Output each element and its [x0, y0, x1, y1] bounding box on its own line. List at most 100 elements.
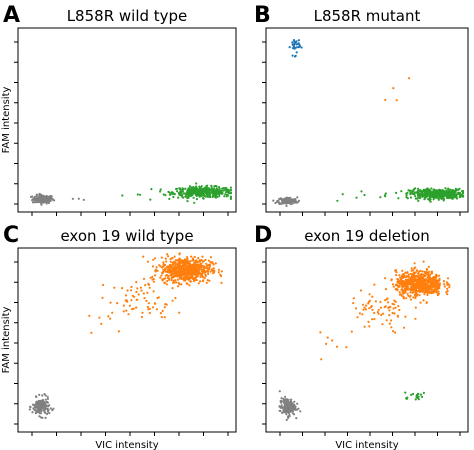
data-point — [280, 404, 283, 407]
data-point — [214, 195, 217, 199]
data-point — [412, 280, 415, 283]
data-point — [416, 286, 419, 289]
data-point — [172, 268, 175, 271]
data-point — [147, 283, 151, 286]
data-point — [184, 195, 187, 198]
data-point — [101, 296, 104, 299]
data-point — [393, 299, 396, 302]
data-point — [285, 418, 288, 422]
data-point — [176, 278, 179, 281]
data-point — [384, 299, 387, 302]
data-point — [187, 187, 190, 191]
data-point — [166, 253, 169, 256]
data-point — [199, 186, 202, 189]
data-point — [446, 195, 449, 198]
data-point — [180, 194, 183, 197]
data-point — [172, 272, 175, 276]
data-point — [429, 196, 432, 199]
data-point — [122, 304, 125, 307]
data-point — [374, 300, 377, 303]
data-point — [401, 280, 404, 283]
data-point — [319, 331, 322, 334]
data-point — [43, 197, 46, 200]
data-point — [362, 308, 365, 311]
data-point — [181, 272, 184, 275]
data-point — [49, 195, 53, 198]
data-point — [195, 182, 198, 185]
data-point — [427, 265, 430, 268]
data-point — [360, 190, 363, 193]
data-point — [458, 187, 461, 190]
data-point — [443, 283, 446, 286]
data-point — [37, 399, 41, 402]
data-point — [162, 270, 165, 273]
data-point — [42, 405, 45, 408]
data-point — [225, 190, 228, 193]
data-point — [135, 281, 138, 284]
data-point — [435, 290, 438, 293]
data-point — [38, 401, 42, 404]
data-point — [124, 294, 128, 297]
data-point — [425, 301, 428, 304]
data-point — [148, 307, 151, 310]
data-point — [404, 315, 407, 318]
data-point — [284, 398, 287, 402]
data-point — [447, 196, 451, 200]
data-point — [437, 274, 441, 277]
data-point — [428, 199, 431, 202]
data-point — [168, 193, 172, 196]
data-point — [38, 197, 42, 200]
data-point — [150, 188, 153, 191]
data-point — [429, 191, 432, 194]
data-point — [291, 47, 295, 50]
data-point — [82, 198, 85, 201]
data-point — [424, 271, 427, 275]
panel-letter: D — [254, 223, 272, 248]
data-point — [142, 277, 146, 280]
data-point — [406, 197, 409, 200]
data-point — [153, 257, 157, 260]
data-point — [189, 280, 192, 283]
data-point — [446, 283, 449, 286]
data-point — [148, 286, 151, 289]
y-axis-label: FAM intensity — [1, 307, 12, 374]
data-point — [435, 273, 438, 276]
data-point — [292, 405, 295, 408]
data-point — [170, 273, 173, 276]
data-point — [46, 412, 49, 416]
data-point — [282, 400, 285, 403]
data-point — [451, 193, 454, 196]
data-point — [422, 287, 425, 290]
data-point — [293, 55, 297, 58]
data-point — [451, 196, 454, 199]
data-point — [146, 305, 149, 309]
data-point — [434, 195, 437, 198]
data-point — [178, 269, 181, 272]
data-point — [174, 296, 177, 300]
data-point — [458, 191, 461, 194]
data-point — [37, 198, 40, 202]
data-point — [218, 192, 221, 195]
data-point — [293, 408, 296, 411]
data-point — [169, 271, 172, 274]
data-point — [427, 188, 430, 191]
data-point — [434, 277, 437, 281]
data-point — [438, 279, 441, 282]
data-point — [414, 398, 417, 401]
point-cluster — [384, 260, 451, 304]
data-point — [444, 194, 447, 197]
data-point — [434, 287, 437, 290]
data-point — [184, 263, 187, 266]
data-point — [456, 193, 459, 196]
data-point — [395, 191, 398, 194]
data-point — [461, 189, 465, 193]
data-point — [424, 196, 427, 199]
data-point — [415, 292, 418, 295]
data-point — [381, 323, 384, 326]
data-point — [414, 266, 417, 269]
data-point — [206, 279, 209, 282]
data-point — [403, 326, 406, 329]
data-point — [430, 187, 433, 190]
data-point — [128, 304, 131, 307]
data-point — [171, 257, 174, 260]
